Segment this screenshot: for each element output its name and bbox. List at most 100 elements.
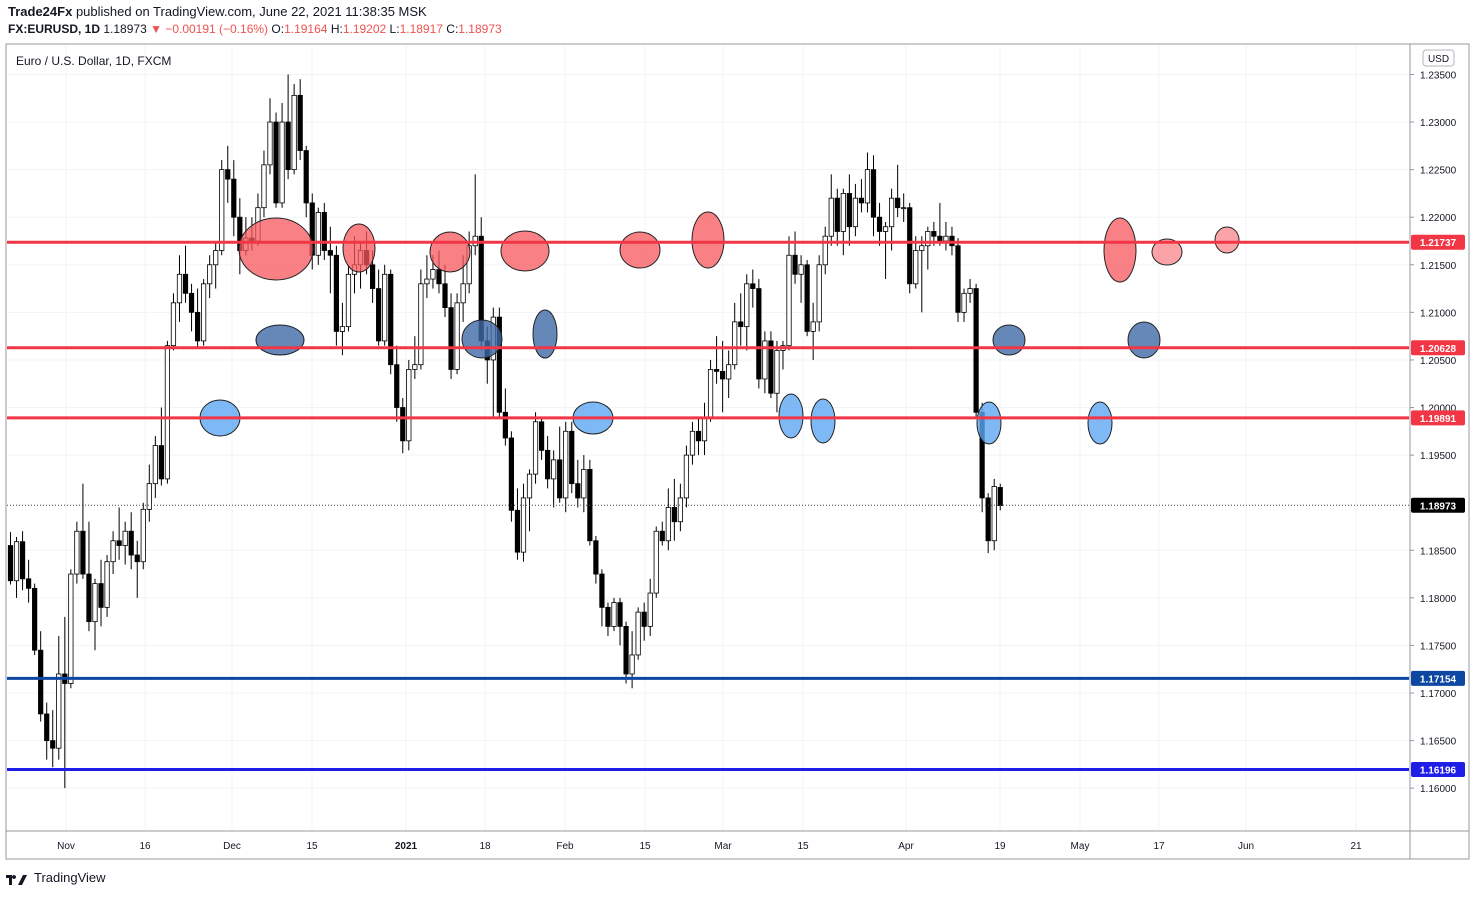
- candle-down: [388, 269, 394, 375]
- candle-up: [104, 555, 110, 617]
- candle-body: [828, 197, 834, 237]
- candle-down: [792, 231, 798, 284]
- level-label: 1.21737: [1420, 238, 1457, 249]
- y-tick-label: 1.20500: [1420, 356, 1457, 367]
- candle-down: [128, 512, 134, 570]
- candle-up: [176, 255, 183, 322]
- high-value: 1.19202: [342, 22, 387, 36]
- candle-body: [74, 530, 80, 575]
- y-tick-label: 1.21500: [1420, 261, 1457, 272]
- candle-down: [907, 202, 913, 294]
- candle-up: [140, 502, 146, 570]
- grid-lines: [7, 45, 1409, 830]
- candle-body: [152, 445, 158, 485]
- candle-down: [834, 188, 840, 246]
- candle-body: [38, 649, 44, 715]
- candle-up: [786, 236, 792, 351]
- candle-down: [997, 483, 1003, 511]
- candle-body: [219, 169, 225, 251]
- candle-body: [170, 302, 177, 347]
- candle-body: [641, 611, 647, 627]
- highlight-ellipse: [255, 324, 305, 356]
- candle-body: [882, 226, 889, 232]
- candle-up: [732, 302, 738, 370]
- candle-up: [418, 269, 424, 370]
- y-tick-label: 1.22000: [1420, 213, 1457, 224]
- candle-body: [617, 602, 623, 627]
- candle-up: [526, 469, 533, 532]
- candle-up: [967, 279, 973, 303]
- candle-down: [659, 521, 665, 546]
- candle-up: [744, 274, 750, 351]
- candle-down: [895, 164, 901, 218]
- candle-down: [26, 559, 32, 603]
- candle-up: [828, 174, 834, 246]
- candle-up: [647, 578, 653, 636]
- candle-body: [575, 483, 581, 499]
- candle-up: [110, 531, 116, 575]
- candle-body: [804, 264, 810, 332]
- candle-body: [913, 250, 919, 285]
- candle-body: [32, 587, 38, 651]
- candle-body: [194, 311, 201, 342]
- candle-up: [13, 536, 20, 598]
- candle-up: [581, 455, 587, 513]
- y-tick-label: 1.23500: [1420, 70, 1457, 81]
- candle-down: [973, 283, 979, 419]
- candle-body: [810, 321, 816, 332]
- x-tick-label: 19: [994, 841, 1006, 852]
- candle-body: [659, 530, 665, 542]
- candle-down: [569, 421, 575, 494]
- candle-down: [442, 264, 448, 318]
- tradingview-logo-icon: [6, 874, 27, 885]
- candle-down: [80, 483, 86, 579]
- candle-body: [846, 193, 852, 228]
- candle-up: [726, 350, 732, 399]
- x-tick-label: 18: [479, 841, 491, 852]
- candle-down: [225, 145, 231, 203]
- candle-body: [68, 573, 74, 684]
- candle-down: [756, 279, 762, 389]
- candle-up: [563, 421, 569, 513]
- candle-body: [726, 364, 732, 380]
- level-tag: [1411, 340, 1465, 356]
- publisher-name: Trade24Fx: [8, 4, 73, 19]
- candle-body: [376, 288, 382, 342]
- candle-down: [297, 79, 303, 161]
- candle-body: [840, 193, 846, 232]
- time-axis: Nov 16 Dec 15 2021 18 Feb 15 Mar 15 Apr 19 May 17 Jun 2…: [57, 841, 1362, 852]
- candle-up: [164, 340, 171, 484]
- candle-up: [683, 445, 690, 508]
- close-value: 1.18973: [458, 22, 502, 36]
- footer: TradingView: [6, 870, 106, 885]
- candle-down: [858, 179, 865, 213]
- candle-body: [424, 278, 430, 285]
- candle-up: [279, 103, 285, 208]
- y-tick-label: 1.17500: [1420, 641, 1457, 652]
- candle-body: [671, 507, 677, 523]
- candle-body: [931, 231, 937, 237]
- candle-down: [557, 426, 563, 503]
- level-label: 1.19891: [1420, 414, 1457, 425]
- highlight-ellipse: [342, 223, 376, 273]
- candle-down: [720, 340, 726, 413]
- highlight-ellipse: [461, 319, 503, 359]
- candle-up: [261, 150, 267, 218]
- candle-up: [677, 483, 683, 532]
- candle-down: [273, 112, 279, 208]
- level-tag: [1411, 234, 1465, 250]
- candle-up: [665, 488, 671, 551]
- candle-body: [164, 345, 171, 480]
- candle-up: [92, 578, 98, 651]
- candle-down: [641, 602, 647, 641]
- candle-body: [225, 169, 231, 180]
- candle-body: [822, 235, 828, 266]
- y-tick-label: 1.18500: [1420, 546, 1457, 557]
- candle-down: [538, 417, 545, 460]
- candle-body: [538, 421, 545, 451]
- candle-down: [750, 269, 756, 308]
- candle-body: [56, 673, 62, 749]
- candle-up: [774, 340, 780, 413]
- candle-down: [182, 245, 189, 303]
